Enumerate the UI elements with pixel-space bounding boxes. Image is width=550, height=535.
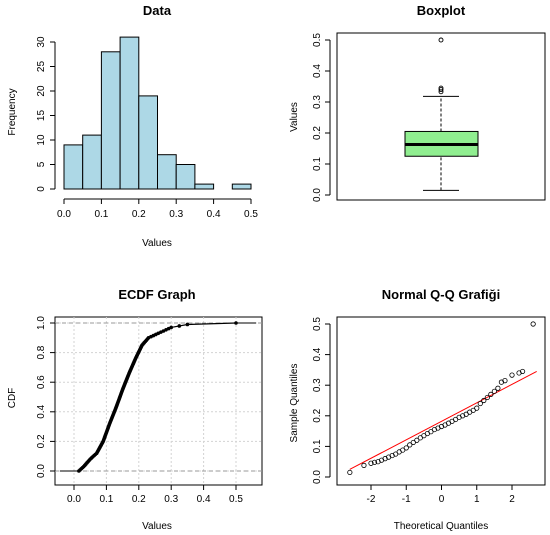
- ecdf-title: ECDF Graph: [118, 287, 195, 302]
- qq-point: [414, 437, 420, 443]
- histogram-x-tick-label: 0.4: [207, 209, 221, 220]
- ecdf-y-tick-label: 0.6: [36, 375, 47, 389]
- ecdf-y-tick-label: 0.8: [36, 345, 47, 359]
- boxplot-panel: Boxplot Values 0.0 0.1 0.2 0.3 0.4 0.5: [289, 3, 546, 202]
- qq-point: [502, 378, 508, 384]
- qq-point: [491, 388, 497, 394]
- histogram-y-tick-label: 10: [36, 134, 47, 146]
- histogram-y-tick-label: 0: [36, 186, 47, 192]
- qq-point: [481, 397, 487, 404]
- ecdf-x-label: Values: [142, 521, 172, 532]
- ecdf-x-tick-label: 0.4: [197, 494, 211, 505]
- histogram-y-tick-label: 25: [36, 61, 47, 73]
- boxplot-y-tick-label: 0.3: [312, 95, 323, 109]
- histogram-x-tick-label: 0.5: [244, 209, 258, 220]
- qq-x-tick-label: 1: [474, 494, 480, 505]
- boxplot-y-label: Values: [289, 102, 300, 132]
- histogram-title: Data: [143, 3, 172, 18]
- ecdf-x-tick-label: 0.1: [99, 494, 113, 505]
- histogram-bar: [119, 36, 140, 190]
- qq-point: [488, 391, 494, 397]
- histogram-y-tick-label: 20: [36, 85, 47, 97]
- ecdf-observation-point: [169, 325, 173, 330]
- qq-point: [477, 400, 483, 407]
- boxplot-y-tick-label: 0.4: [312, 64, 323, 78]
- histogram-x-tick-label: 0.1: [94, 209, 108, 220]
- ecdf-observation-point: [234, 321, 238, 325]
- qq-x-tick-label: -1: [402, 494, 411, 505]
- ecdf-step-line: [78, 322, 237, 472]
- qq-point: [530, 321, 536, 327]
- qq-title: Normal Q-Q Grafiği: [382, 287, 500, 302]
- histogram-x-tick-label: 0.3: [169, 209, 183, 220]
- boxplot-outlier: [438, 87, 444, 93]
- ecdf-y-tick-label: 0.2: [36, 434, 47, 448]
- histogram-bar: [138, 95, 159, 190]
- ecdf-panel: ECDF Graph Values CDF 0.0 0.1 0.2 0.3 0.4 0.5…: [7, 287, 263, 532]
- qq-reference-line: [349, 370, 537, 470]
- ecdf-x-tick-label: 0.0: [67, 494, 81, 505]
- qq-y-tick-label: 0.4: [312, 347, 323, 361]
- qq-panel: Normal Q-Q Grafiği Theoretical Quantiles…: [289, 287, 546, 532]
- ecdf-frame: [54, 316, 263, 486]
- ecdf-observation-point: [177, 324, 182, 328]
- ecdf-y-tick-label: 0.0: [36, 464, 47, 478]
- histogram-x-tick-label: 0.2: [132, 209, 146, 220]
- boxplot-y-tick-label: 0.0: [312, 188, 323, 202]
- qq-point: [509, 372, 515, 378]
- qq-point: [361, 462, 367, 468]
- boxplot-title: Boxplot: [417, 3, 466, 18]
- qq-y-tick-label: 0.3: [312, 378, 323, 392]
- histogram-bar: [194, 183, 215, 190]
- boxplot-y-tick-label: 0.5: [312, 33, 323, 47]
- histogram-bar: [231, 183, 252, 190]
- boxplot-outlier: [438, 37, 444, 43]
- histogram-y-label: Frequency: [7, 88, 18, 135]
- ecdf-y-tick-label: 0.4: [36, 404, 47, 418]
- qq-point: [368, 460, 374, 466]
- histogram-bar: [157, 154, 177, 190]
- boxplot-y-tick-label: 0.1: [312, 157, 323, 171]
- histogram-x-tick-label: 0.0: [57, 209, 71, 220]
- ecdf-observation-point: [185, 322, 190, 327]
- qq-y-tick-label: 0.2: [312, 408, 323, 422]
- histogram-y-tick-label: 5: [36, 161, 47, 167]
- boxplot-frame: [336, 32, 546, 201]
- qq-point: [484, 394, 490, 401]
- histogram-bar: [82, 134, 102, 190]
- qq-point: [403, 445, 409, 451]
- qq-x-tick-label: 2: [509, 494, 515, 505]
- histogram-bar: [63, 144, 84, 190]
- qq-point: [407, 442, 413, 448]
- qq-point: [519, 368, 526, 375]
- boxplot-y-tick-label: 0.2: [312, 126, 323, 140]
- qq-point: [474, 405, 480, 411]
- ecdf-x-tick-label: 0.3: [164, 494, 178, 505]
- qq-x-tick-label: 0: [439, 494, 445, 505]
- ecdf-y-tick-label: 1.0: [36, 316, 47, 330]
- histogram-bar: [100, 51, 121, 190]
- qq-y-tick-label: 0.1: [312, 439, 323, 453]
- ecdf-x-tick-label: 0.2: [132, 494, 146, 505]
- ecdf-y-label: CDF: [7, 388, 18, 409]
- qq-point: [371, 459, 378, 465]
- histogram-y-tick-label: 30: [36, 36, 47, 48]
- qq-x-label: Theoretical Quantiles: [394, 521, 489, 532]
- boxplot-outlier: [438, 85, 444, 91]
- histogram-panel: Data Values Frequency 0.0 0.1 0.2 0.3 0.4 0.5…: [7, 3, 258, 249]
- histogram-x-label: Values: [142, 238, 172, 249]
- qq-y-tick-label: 0.5: [312, 317, 323, 331]
- qq-point: [495, 385, 501, 391]
- qq-y-label: Sample Quantiles: [289, 364, 300, 443]
- qq-x-tick-label: -2: [367, 494, 376, 505]
- ecdf-x-tick-label: 0.5: [229, 494, 243, 505]
- histogram-bar: [175, 164, 196, 190]
- qq-y-tick-label: 0.0: [312, 470, 323, 484]
- histogram-y-tick-label: 15: [36, 110, 47, 122]
- qq-point: [347, 469, 353, 476]
